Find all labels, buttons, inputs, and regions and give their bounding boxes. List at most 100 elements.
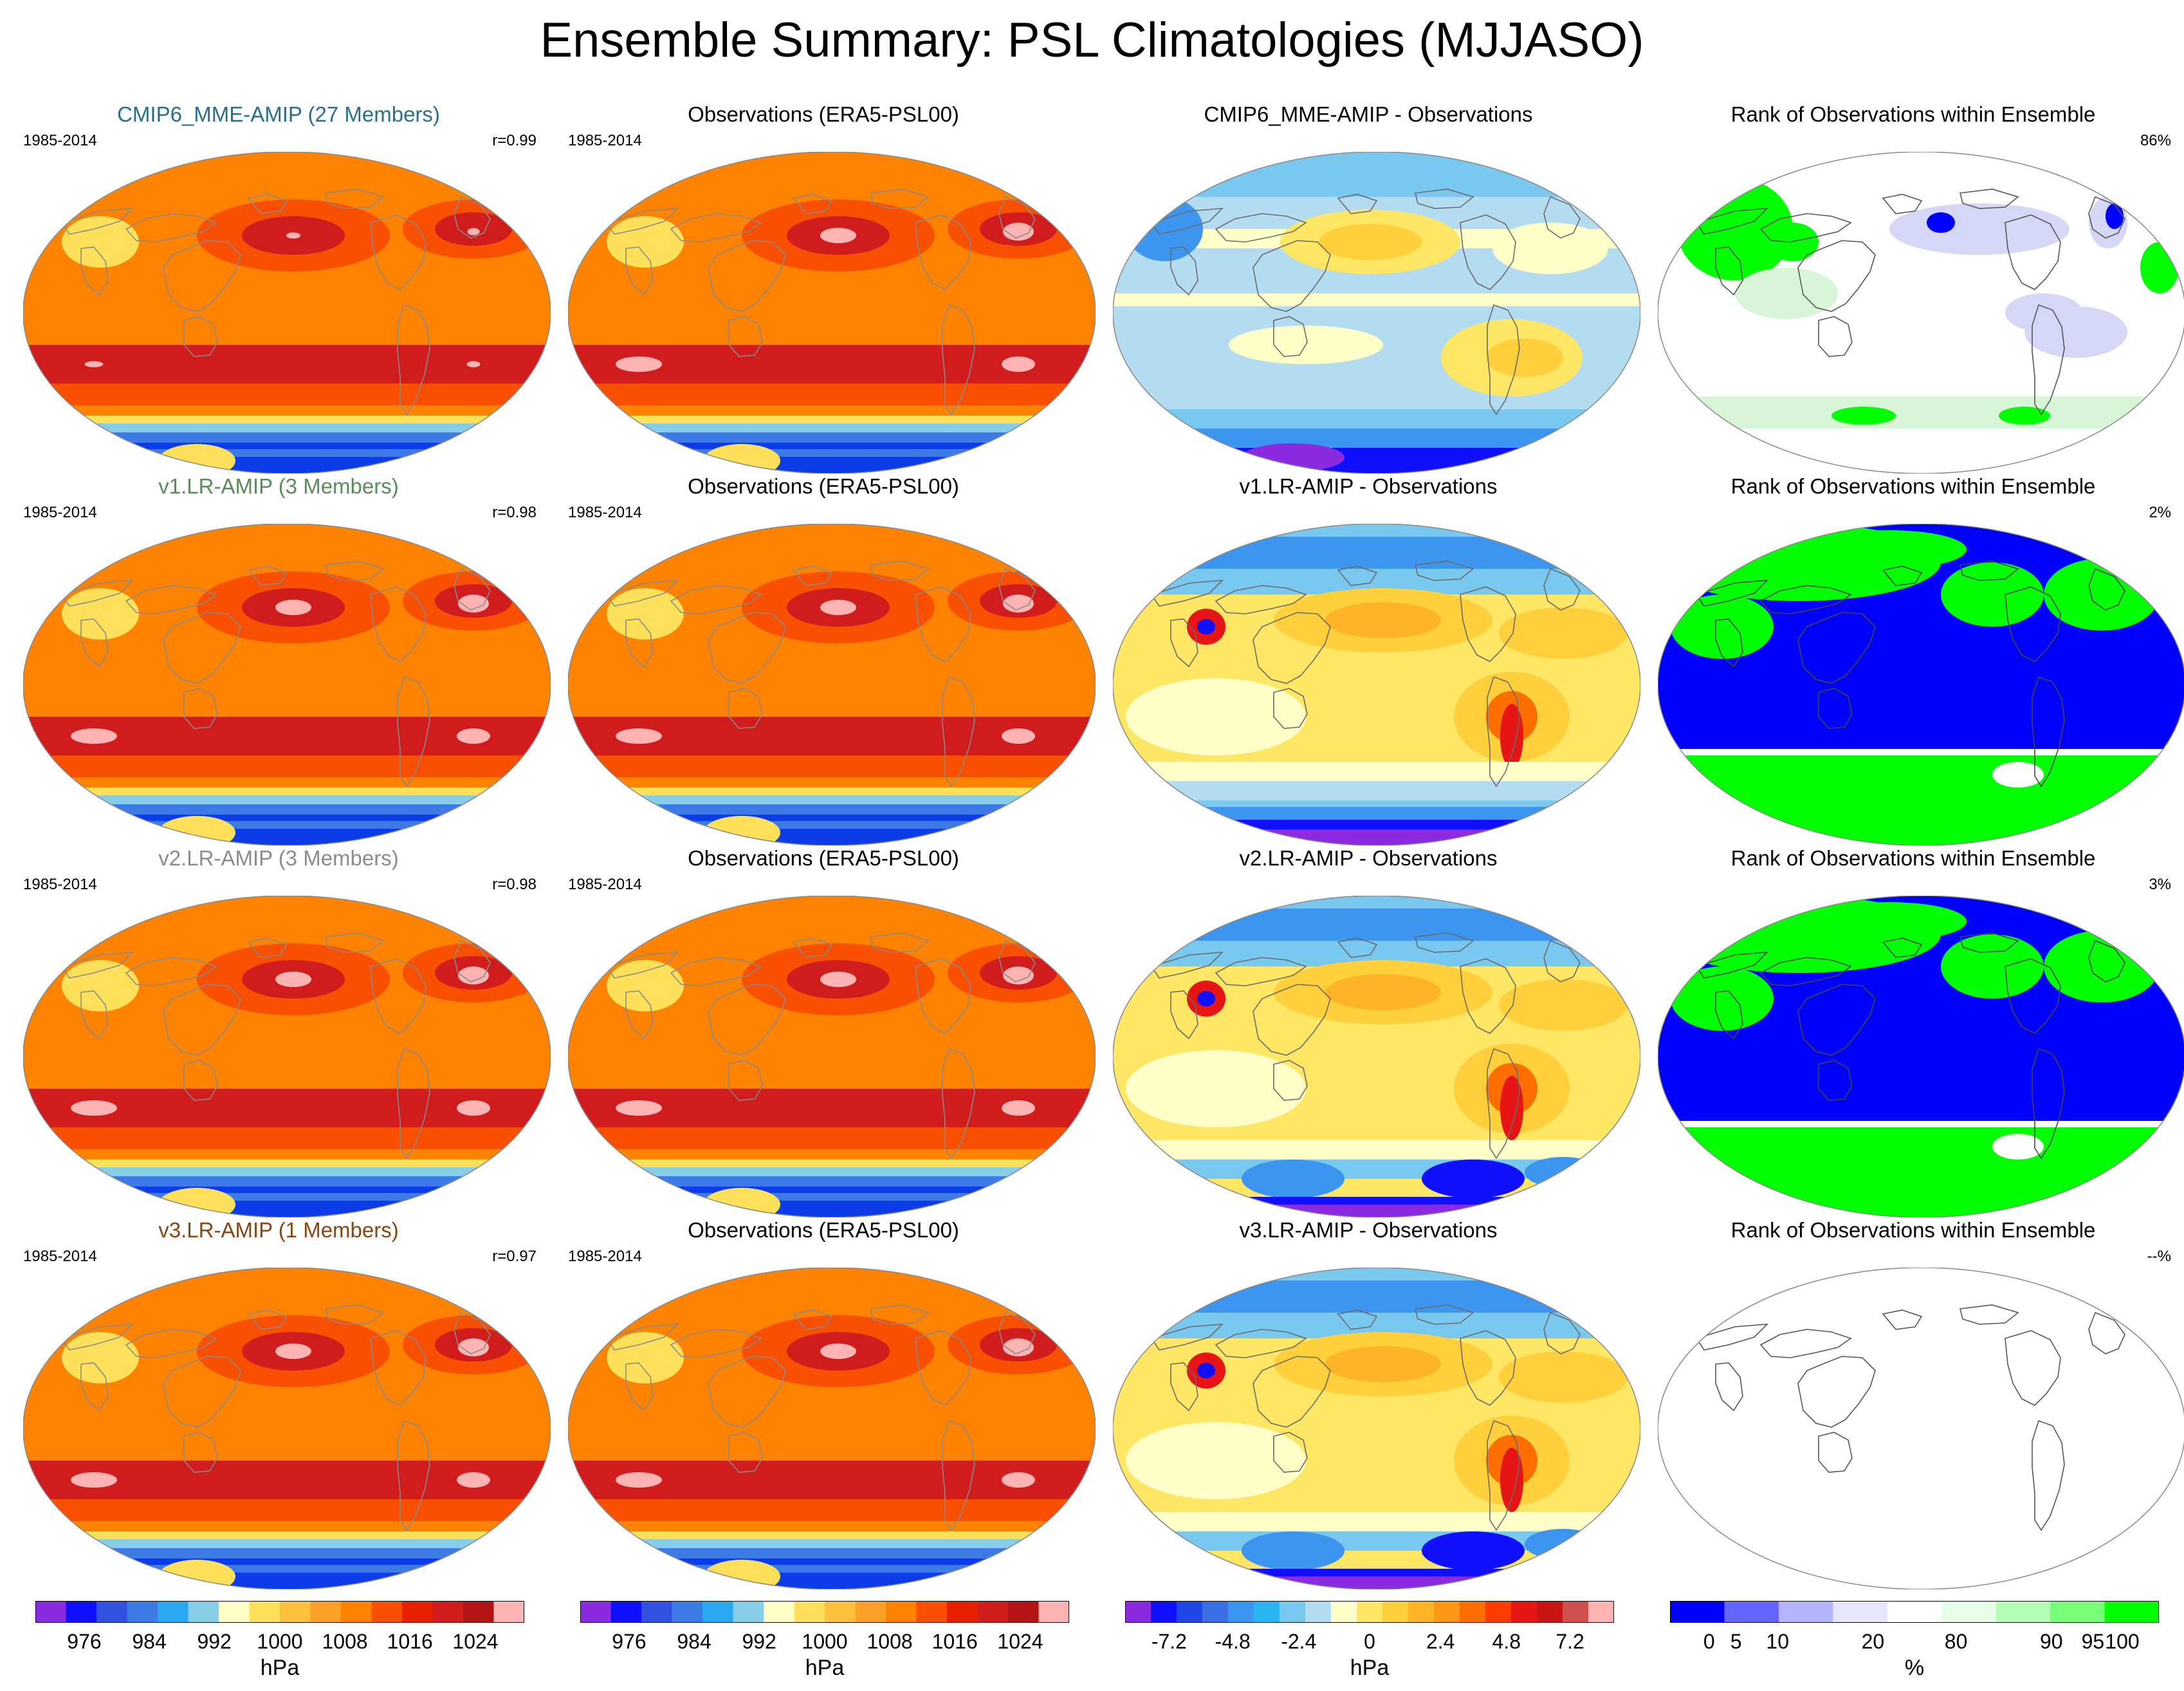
- colorbar-tick-label: 95: [2081, 1630, 2105, 1653]
- coastlines: [60, 1304, 491, 1531]
- coastlines: [1695, 1304, 2125, 1531]
- colorbar-swatch: [825, 1602, 856, 1622]
- period-label: 1985-2014: [23, 876, 97, 893]
- colorbar-swatch: [580, 1602, 611, 1622]
- period-label: 1985-2014: [568, 132, 642, 149]
- panel-diff-row-2: v2.LR-AMIP - Observations: [1101, 846, 1640, 1219]
- colorbar-tick-label: 90: [2040, 1630, 2063, 1653]
- colorbar-swatch: [66, 1602, 97, 1622]
- coastlines: [1150, 1304, 1581, 1531]
- panel-title: Rank of Observations within Ensemble: [1730, 102, 2096, 126]
- colorbar-tick-label: 1008: [322, 1630, 368, 1653]
- coastlines: [60, 189, 491, 416]
- colorbar-tick-label: 984: [677, 1630, 711, 1653]
- colorbar-tick-labels: 0 5 10 20 80 90 95 100: [1670, 1629, 2159, 1655]
- colorbar-swatch: [1537, 1602, 1563, 1622]
- colorbar-swatch: [2104, 1602, 2159, 1622]
- colorbar-swatch: [1887, 1602, 1942, 1622]
- rank-map: [1658, 524, 2184, 846]
- colorbar-swatch: [1460, 1602, 1486, 1622]
- panel-title: Observations (ERA5-PSL00): [688, 474, 959, 498]
- panel-title: v3.LR-AMIP - Observations: [1239, 1218, 1498, 1242]
- colorbar-swatch: [1833, 1602, 1888, 1622]
- correlation-label: r=0.98: [492, 504, 537, 521]
- colorbar-tick-label: 0: [1703, 1630, 1715, 1653]
- model-map: [23, 1268, 551, 1589]
- colorbar-swatch: [463, 1602, 494, 1622]
- colorbar-swatch: [341, 1602, 372, 1622]
- colorbar-swatch: [1151, 1602, 1177, 1622]
- colorbar-swatch: [1305, 1602, 1332, 1622]
- colorbar-3: 0 5 10 20 80 90 95 100%: [1670, 1601, 2159, 1691]
- colorbar-tick-label: 80: [1944, 1630, 1968, 1653]
- colorbar-swatch: [1941, 1602, 1997, 1622]
- panel-title: CMIP6_MME-AMIP - Observations: [1204, 102, 1533, 126]
- diff-map: [1113, 1268, 1640, 1589]
- coastlines: [1695, 932, 2125, 1160]
- panel-title: v2.LR-AMIP (3 Members): [158, 846, 399, 870]
- colorbar-tick-label: 5: [1730, 1630, 1742, 1653]
- colorbar-swatch: [1038, 1602, 1069, 1622]
- coastlines: [1150, 932, 1581, 1160]
- correlation-label: r=0.98: [492, 876, 537, 893]
- period-label: 1985-2014: [568, 876, 642, 893]
- coastlines: [1150, 560, 1581, 788]
- coastlines: [605, 189, 1036, 416]
- obs-map: [568, 896, 1096, 1217]
- colorbar-swatch: [402, 1602, 433, 1622]
- colorbar-swatch: [855, 1602, 886, 1622]
- panel-obs-row-1: Observations (ERA5-PSL00) 1985-2014: [556, 474, 1096, 847]
- colorbar-swatches: [35, 1601, 524, 1623]
- colorbar-0: 976 984 992 1000 1008 1016 1024 hPa: [35, 1601, 524, 1691]
- coastlines: [605, 1304, 1036, 1531]
- colorbar-swatch: [977, 1602, 1009, 1622]
- coastlines: [60, 932, 491, 1160]
- model-map: [23, 896, 551, 1217]
- colorbar-tick-label: 1024: [997, 1630, 1043, 1653]
- colorbar-tick-label: 1016: [387, 1630, 433, 1653]
- colorbar-tick-label: 984: [132, 1630, 167, 1653]
- colorbar-swatch: [1177, 1602, 1203, 1622]
- colorbar-swatch: [35, 1602, 66, 1622]
- colorbar-unit: hPa: [1350, 1656, 1390, 1680]
- colorbar-swatch: [1228, 1602, 1254, 1622]
- colorbar-tick-label: 976: [67, 1630, 102, 1653]
- colorbar-swatch: [2050, 1602, 2106, 1622]
- period-label: 1985-2014: [23, 504, 97, 521]
- rank-map: [1658, 1268, 2184, 1589]
- coastlines: [1695, 560, 2125, 788]
- panel-title: Observations (ERA5-PSL00): [688, 846, 959, 870]
- colorbar-swatch: [1331, 1602, 1357, 1622]
- period-label: 1985-2014: [568, 1248, 642, 1265]
- panel-model-row-0: CMIP6_MME-AMIP (27 Members) 1985-2014 r=0.…: [12, 102, 551, 475]
- colorbar-tick-label: -7.2: [1151, 1630, 1187, 1653]
- panel-rank-row-3: Rank of Observations within Ensemble --%: [1646, 1217, 2184, 1591]
- colorbar-swatch: [764, 1602, 794, 1622]
- colorbar-tick-label: 1008: [867, 1630, 913, 1653]
- panel-diff-row-0: CMIP6_MME-AMIP - Observations: [1101, 102, 1640, 475]
- colorbar-tick-label: 1000: [257, 1630, 303, 1653]
- model-map: [23, 152, 551, 474]
- colorbar-swatch: [1008, 1602, 1039, 1622]
- colorbar-tick-label: 1000: [802, 1630, 848, 1653]
- colorbar-swatch: [916, 1602, 948, 1622]
- colorbar-swatch: [432, 1602, 464, 1622]
- period-label: 1985-2014: [23, 1248, 97, 1265]
- colorbar-swatch: [610, 1602, 642, 1622]
- correlation-label: r=0.97: [492, 1248, 537, 1265]
- colorbar-swatch: [249, 1602, 280, 1622]
- correlation-label: r=0.99: [492, 132, 537, 149]
- colorbar-swatch: [794, 1602, 825, 1622]
- panel-title: CMIP6_MME-AMIP (27 Members): [117, 102, 440, 126]
- panel-obs-row-2: Observations (ERA5-PSL00) 1985-2014: [556, 846, 1096, 1219]
- rank-map: [1658, 152, 2184, 474]
- coastlines: [605, 932, 1036, 1160]
- panel-rank-row-2: Rank of Observations within Ensemble 3%: [1646, 846, 2184, 1219]
- panel-model-row-2: v2.LR-AMIP (3 Members) 1985-2014 r=0.98: [12, 846, 551, 1219]
- colorbar-tick-label: 0: [1364, 1630, 1375, 1653]
- colorbar-tick-label: 20: [1861, 1630, 1885, 1653]
- colorbar-tick-label: 100: [2105, 1630, 2140, 1653]
- panel-title: Rank of Observations within Ensemble: [1730, 1218, 2096, 1242]
- colorbar-swatch: [310, 1602, 342, 1622]
- colorbar-2: -7.2 -4.8 -2.4 0 2.4 4.8 7.2 hPa: [1125, 1601, 1614, 1691]
